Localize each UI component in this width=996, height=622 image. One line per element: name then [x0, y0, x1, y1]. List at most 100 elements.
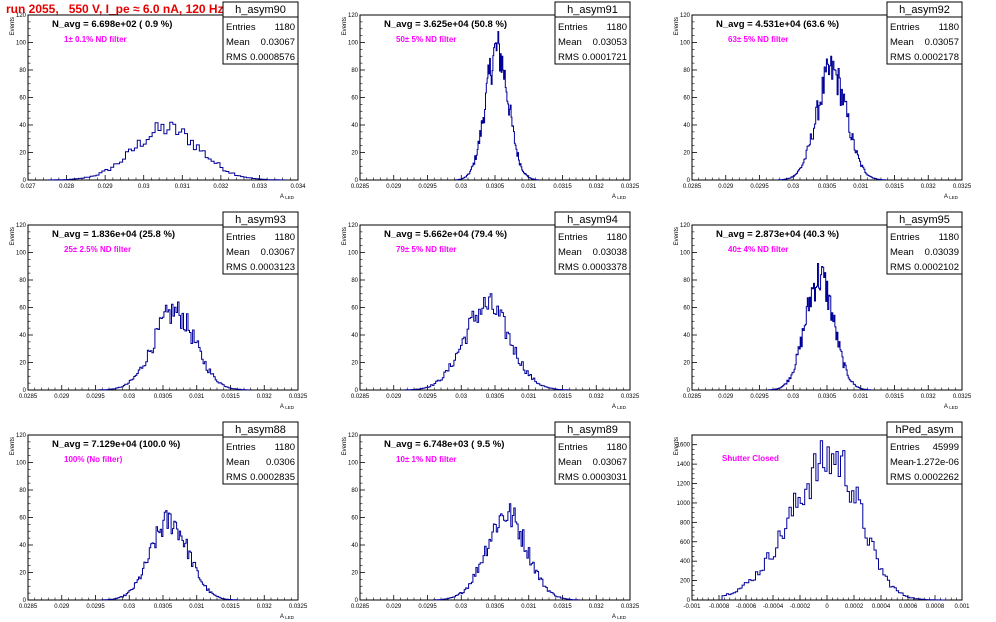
stats-label-entries: Entries: [226, 232, 256, 243]
x-tick-label: 0.0305: [818, 184, 837, 190]
y-tick-label: 60: [351, 516, 358, 522]
stats-value-entries: 1180: [607, 442, 627, 453]
x-tick-label: 0.031: [853, 394, 869, 400]
stats-box: [554, 16, 631, 65]
x-tick-label: 0.0295: [750, 394, 769, 400]
x-tick-label: 0.03: [455, 604, 467, 610]
stats-box: [554, 226, 631, 275]
stats-box: [554, 436, 631, 485]
x-tick-label: 0.029: [718, 394, 734, 400]
n-avg-label: N_avg = 3.625e+04 (50.8 %): [384, 19, 507, 30]
x-tick-label: 0.031: [521, 604, 537, 610]
stats-box: [886, 226, 963, 275]
filter-label: 1± 0.1% ND filter: [64, 35, 127, 44]
x-tick-label: 0.032: [921, 394, 937, 400]
stats-label-rms: RMS: [558, 52, 579, 63]
y-tick-label: 100: [348, 41, 359, 47]
x-axis-label: A LED: [612, 404, 627, 410]
stats-value-mean: 0.03039: [925, 247, 959, 258]
x-tick-label: 0.031: [175, 184, 191, 190]
y-tick-label: 1600: [677, 443, 691, 449]
histogram-panel-h_asym94: 0.0285 0.029 0.0295 0.03 0.0305 0.031 0.0315 0.…: [342, 211, 640, 410]
n-avg-label: N_avg = 6.698e+02 ( 0.9 %): [52, 19, 172, 30]
x-tick-label: 0.034: [290, 184, 306, 190]
filter-label: 40± 4% ND filter: [728, 245, 788, 254]
x-tick-label: 0.03: [787, 394, 799, 400]
y-tick-label: 120: [348, 223, 359, 229]
histogram-name: h_asym94: [567, 214, 618, 226]
x-axis-label: A LED: [280, 404, 295, 410]
y-tick-label: 20: [351, 571, 358, 577]
y-axis-label: Events: [674, 227, 680, 245]
histogram-name: h_asym95: [899, 214, 950, 226]
filter-label: 10± 1% ND filter: [396, 455, 456, 464]
y-tick-label: 120: [680, 13, 691, 19]
y-tick-label: 100: [348, 461, 359, 467]
y-tick-label: 80: [351, 488, 358, 494]
x-tick-label: 0.0305: [154, 604, 173, 610]
y-tick-label: 80: [19, 278, 26, 284]
stats-label-entries: Entries: [558, 442, 588, 453]
x-tick-label: 0.0285: [351, 394, 370, 400]
histogram-curve: [455, 31, 539, 181]
histogram-curve: [48, 121, 286, 181]
y-tick-label: 0: [355, 598, 359, 604]
x-tick-label: 0.0325: [621, 394, 640, 400]
stats-box: [222, 226, 299, 275]
n-avg-label: N_avg = 4.531e+04 (63.6 %): [716, 19, 839, 30]
stats-label-mean: Mean: [558, 457, 582, 468]
x-tick-label: 0.0325: [953, 394, 972, 400]
x-tick-label: 0.0315: [885, 394, 904, 400]
x-tick-label: 0.03: [123, 394, 135, 400]
y-tick-label: 0: [23, 178, 27, 184]
stats-value-mean: 0.0306: [266, 457, 295, 468]
x-tick-label: 0.0315: [885, 184, 904, 190]
x-tick-label: -0.0006: [736, 604, 757, 610]
x-tick-label: 0.03: [455, 184, 467, 190]
histogram-curve: [721, 440, 946, 601]
histogram-curve: [433, 503, 580, 601]
x-tick-label: 0.029: [386, 394, 402, 400]
x-tick-label: 0.0008: [926, 604, 945, 610]
histogram-name: h_asym88: [235, 424, 286, 436]
histogram-panel-h_asym90: 0.027 0.028 0.029 0.03 0.031 0.032 0.033 0.034 0…: [10, 1, 306, 200]
stats-label-entries: Entries: [226, 22, 256, 33]
histogram-panel-hPed_asym: -0.001 -0.0008 -0.0006 -0.0004 -0.0002 0 0.000…: [674, 421, 970, 610]
x-tick-label: 0.0325: [289, 394, 308, 400]
histogram-panel-h_asym88: 0.0285 0.029 0.0295 0.03 0.0305 0.031 0.0315 0.…: [10, 421, 308, 620]
y-tick-label: 0: [687, 178, 691, 184]
stats-value-rms: 0.0002178: [914, 52, 959, 63]
n-avg-label: N_avg = 7.129e+04 (100.0 %): [52, 439, 180, 450]
stats-value-entries: 1180: [275, 442, 295, 453]
filter-label: 50± 5% ND filter: [396, 35, 456, 44]
x-tick-label: 0.03: [455, 394, 467, 400]
stats-label-rms: RMS: [558, 472, 579, 483]
x-tick-label: 0.0315: [553, 604, 572, 610]
histogram-curve: [101, 510, 239, 601]
x-axis-label: A LED: [944, 404, 959, 410]
x-tick-label: 0.03: [123, 604, 135, 610]
y-tick-label: 60: [19, 306, 26, 312]
histogram-curve: [777, 55, 886, 181]
histogram-panel-h_asym95: 0.0285 0.029 0.0295 0.03 0.0305 0.031 0.0315 0.…: [674, 211, 972, 410]
x-tick-label: 0.031: [853, 184, 869, 190]
stats-label-rms: RMS: [226, 52, 247, 63]
x-tick-label: 0.032: [921, 184, 937, 190]
x-tick-label: -0.0008: [709, 604, 730, 610]
stats-value-mean: 0.03067: [593, 457, 627, 468]
x-tick-label: 0.032: [589, 184, 605, 190]
n-avg-label: N_avg = 5.662e+04 (79.4 %): [384, 229, 507, 240]
stats-label-mean: Mean: [890, 457, 914, 468]
x-tick-label: 0.0295: [418, 604, 437, 610]
stats-value-entries: 1180: [607, 22, 627, 33]
x-tick-label: 0.03: [138, 184, 150, 190]
y-tick-label: 80: [19, 68, 26, 74]
histogram-name: h_asym89: [567, 424, 618, 436]
y-axis-label: Events: [10, 437, 16, 455]
y-tick-label: 120: [16, 433, 27, 439]
y-tick-label: 40: [19, 333, 26, 339]
x-axis-label: A LED: [612, 194, 627, 200]
y-tick-label: 40: [683, 333, 690, 339]
x-tick-label: 0.029: [386, 184, 402, 190]
stats-value-mean: 0.03067: [261, 37, 295, 48]
